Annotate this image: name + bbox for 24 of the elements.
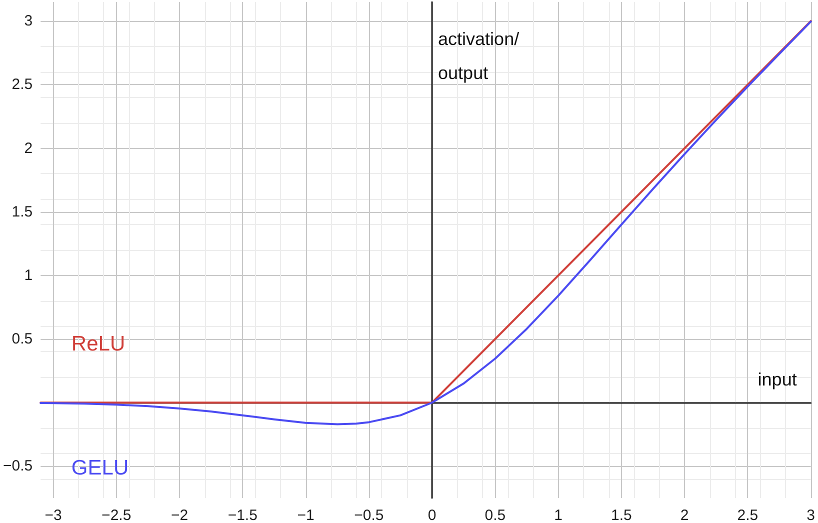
x-tick-label: −3	[44, 507, 62, 523]
x-tick-label: 0	[428, 507, 436, 523]
y-tick-label: 3	[24, 12, 33, 30]
x-tick-label: −1	[297, 507, 314, 523]
x-tick-label: 1	[554, 507, 562, 523]
x-tick-label: −2.5	[102, 507, 132, 523]
y-axis-title: activation/ output	[438, 29, 520, 83]
y-tick-label: 2	[24, 140, 33, 157]
y-tick-label: −0.5	[2, 458, 33, 475]
x-axis-title: input	[758, 370, 797, 390]
x-tick-label: −2	[170, 507, 188, 523]
y-tick-label: 2.5	[12, 76, 33, 94]
text: GELU	[71, 456, 129, 480]
y-tick-label: 1.5	[12, 203, 33, 220]
y-tick-label: 1	[24, 266, 33, 284]
x-tick-label: 0.5	[484, 507, 506, 523]
x-tick-label: −0.5	[354, 507, 384, 523]
x-tick-label: 3	[806, 507, 815, 523]
text: ReLU	[71, 332, 126, 356]
y-tick-label: 0.5	[12, 330, 33, 348]
x-tick-label: −1.5	[228, 507, 258, 523]
x-tick-label: 2.5	[737, 507, 758, 523]
x-tick-label: 2	[680, 507, 689, 523]
x-tick-label: 1.5	[611, 507, 632, 523]
